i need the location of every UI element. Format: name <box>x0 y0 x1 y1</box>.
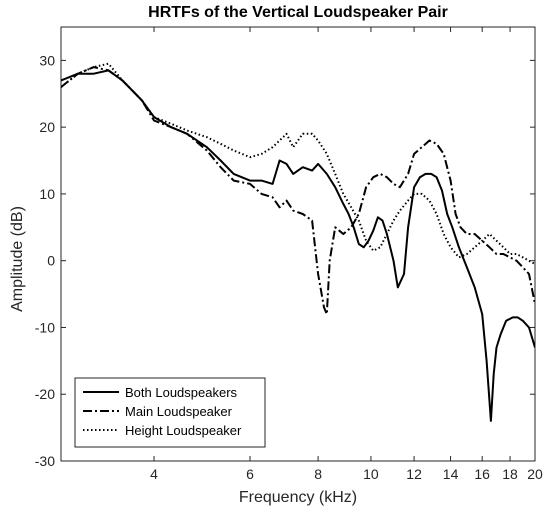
legend-label: Both Loudspeakers <box>125 385 238 400</box>
y-tick-label: 10 <box>39 186 55 202</box>
legend-label: Main Loudspeaker <box>125 404 233 419</box>
x-axis-label: Frequency (kHz) <box>239 489 357 506</box>
legend-box <box>74 377 266 448</box>
y-tick-label: 0 <box>47 253 55 269</box>
x-tick-label: 14 <box>443 466 459 482</box>
plot-area: -30 -20 -10 0 10 20 30 4 6 8 10 12 14 16 18 20 <box>35 26 543 482</box>
y-tick-label: -20 <box>35 386 55 402</box>
series-line-main-loudspeaker <box>61 66 535 316</box>
x-tick-label: 4 <box>150 466 158 482</box>
axes-box <box>60 26 536 462</box>
y-axis-label: Amplitude (dB) <box>9 206 26 312</box>
y-tick-label: 20 <box>39 119 55 135</box>
series-line-height-loudspeaker <box>61 62 535 265</box>
x-tick-label: 6 <box>246 466 254 482</box>
x-tick-label: 20 <box>527 466 543 482</box>
chart-title: HRTFs of the Vertical Loudspeaker Pair <box>148 4 448 21</box>
x-tick-label: 8 <box>314 466 322 482</box>
x-tick-label: 10 <box>363 466 379 482</box>
y-tick-label: 30 <box>39 52 55 68</box>
legend-label: Height Loudspeaker <box>125 423 242 438</box>
x-tick-label: 18 <box>502 466 518 482</box>
x-tick-label: 16 <box>474 466 490 482</box>
x-tick-label: 12 <box>406 466 422 482</box>
y-tick-label: -10 <box>35 319 55 335</box>
y-tick-label: -30 <box>35 453 55 469</box>
legend: Both Loudspeakers Main Loudspeaker Height … <box>74 377 266 448</box>
series-line-both-loudspeakers <box>61 69 535 422</box>
